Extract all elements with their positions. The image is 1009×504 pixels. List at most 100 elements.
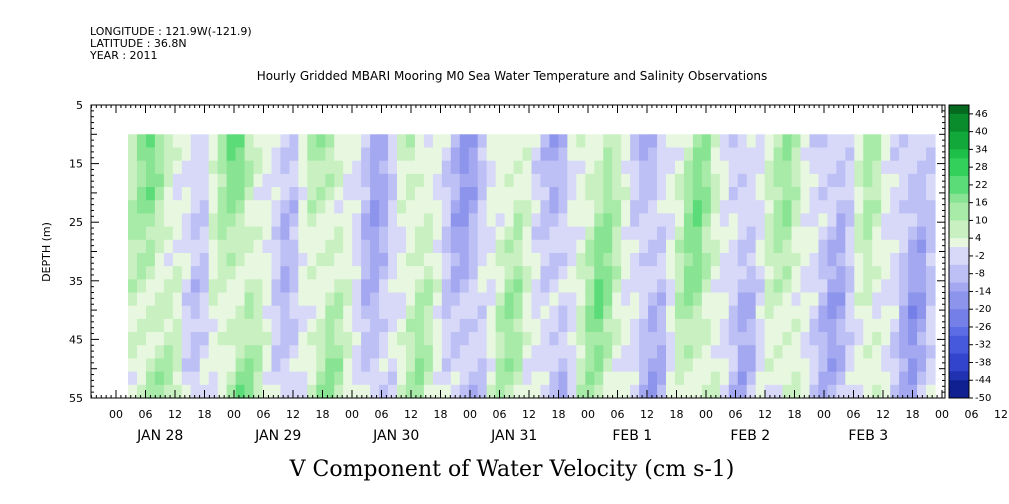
heatmap-cell <box>244 239 255 254</box>
heatmap-cell <box>567 226 577 241</box>
heatmap-cell <box>271 160 282 175</box>
heatmap-cell <box>199 187 210 201</box>
heatmap-cell <box>630 358 640 373</box>
heatmap-cell <box>128 371 138 386</box>
heatmap-cell <box>926 226 936 241</box>
heatmap-cell <box>621 134 631 149</box>
heatmap-cell <box>782 200 793 215</box>
heatmap-cell <box>567 200 577 215</box>
heatmap-cell <box>477 226 488 241</box>
heatmap-cell <box>881 279 891 294</box>
heatmap-cell <box>145 187 156 201</box>
heatmap-cell <box>379 239 389 254</box>
heatmap-cell <box>854 173 864 188</box>
colorbar-swatch <box>949 309 969 319</box>
heatmap-cell <box>388 200 398 215</box>
heatmap-cell <box>845 239 855 254</box>
heatmap-cell <box>441 239 452 254</box>
heatmap-cell <box>666 213 676 228</box>
heatmap-cell <box>540 239 551 254</box>
heatmap-cell <box>567 345 577 360</box>
heatmap-cell <box>791 200 802 215</box>
heatmap-cell <box>298 371 308 386</box>
heatmap-cell <box>540 134 551 149</box>
heatmap-cell <box>468 279 479 294</box>
heatmap-cell <box>495 213 506 228</box>
x-hour-label: 12 <box>522 408 536 421</box>
heatmap-cell <box>226 318 237 333</box>
heatmap-cell <box>154 345 165 360</box>
heatmap-cell <box>253 134 264 149</box>
heatmap-cell <box>235 279 246 294</box>
heatmap-cell <box>298 173 308 188</box>
heatmap-cell <box>818 279 828 294</box>
heatmap-cell <box>809 305 820 320</box>
heatmap-cell <box>486 318 497 333</box>
heatmap-cell <box>226 305 237 320</box>
heatmap-cell <box>612 147 622 162</box>
heatmap-cell <box>244 358 255 373</box>
heatmap-cell <box>854 318 864 333</box>
heatmap-cell <box>558 173 568 188</box>
heatmap-cell <box>710 239 721 254</box>
heatmap-cell <box>468 226 479 241</box>
heatmap-cell <box>172 226 183 241</box>
heatmap-cell <box>549 292 559 307</box>
heatmap-cell <box>271 147 282 162</box>
heatmap-cell <box>441 160 452 175</box>
heatmap-cell <box>522 279 533 294</box>
heatmap-cell <box>540 187 551 201</box>
heatmap-cell <box>226 239 237 254</box>
heatmap-cell <box>217 187 228 201</box>
heatmap-cell <box>782 134 793 149</box>
heatmap-cell <box>262 173 273 188</box>
heatmap-cell <box>370 358 380 373</box>
heatmap-cell <box>657 134 667 149</box>
heatmap-cell <box>791 173 802 188</box>
heatmap-cell <box>755 384 766 399</box>
heatmap-cell <box>397 318 407 333</box>
heatmap-cell <box>432 345 443 360</box>
heatmap-cell <box>818 187 828 201</box>
heatmap-cell <box>917 318 927 333</box>
heatmap-cell <box>863 318 873 333</box>
heatmap-cell <box>316 134 326 149</box>
heatmap-cell <box>567 292 577 307</box>
heatmap-cell <box>926 266 936 280</box>
heatmap-cell <box>352 266 362 280</box>
heatmap-cell <box>154 292 165 307</box>
heatmap-cell <box>298 384 308 399</box>
heatmap-cell <box>540 160 551 175</box>
colorbar-swatch <box>949 326 969 337</box>
heatmap-cell <box>208 134 219 149</box>
heatmap-cell <box>244 318 255 333</box>
heatmap-cell <box>549 384 559 399</box>
heatmap-cell <box>343 213 353 228</box>
heatmap-cell <box>405 266 416 280</box>
heatmap-cell <box>791 279 802 294</box>
heatmap-cell <box>683 147 694 162</box>
heatmap-cell <box>145 305 156 320</box>
heatmap-cell <box>764 318 775 333</box>
heatmap-cell <box>199 345 210 360</box>
heatmap-cell <box>576 173 586 188</box>
heatmap-cell <box>603 384 613 399</box>
heatmap-cell <box>522 371 533 386</box>
heatmap-cell <box>531 358 542 373</box>
heatmap-cell <box>594 134 604 149</box>
heatmap-cell <box>899 147 909 162</box>
heatmap-cell <box>280 252 290 267</box>
heatmap-cell <box>217 213 228 228</box>
heatmap-cell <box>136 371 147 386</box>
heatmap-cell <box>370 292 380 307</box>
heatmap-cell <box>881 318 891 333</box>
heatmap-cell <box>836 226 846 241</box>
heatmap-cell <box>603 187 613 201</box>
heatmap-cell <box>181 279 192 294</box>
heatmap-cell <box>854 160 864 175</box>
heatmap-cell <box>504 384 515 399</box>
heatmap-cell <box>154 187 165 201</box>
heatmap-cell <box>666 226 676 241</box>
heatmap-cell <box>280 279 290 294</box>
heatmap-cell <box>755 239 766 254</box>
